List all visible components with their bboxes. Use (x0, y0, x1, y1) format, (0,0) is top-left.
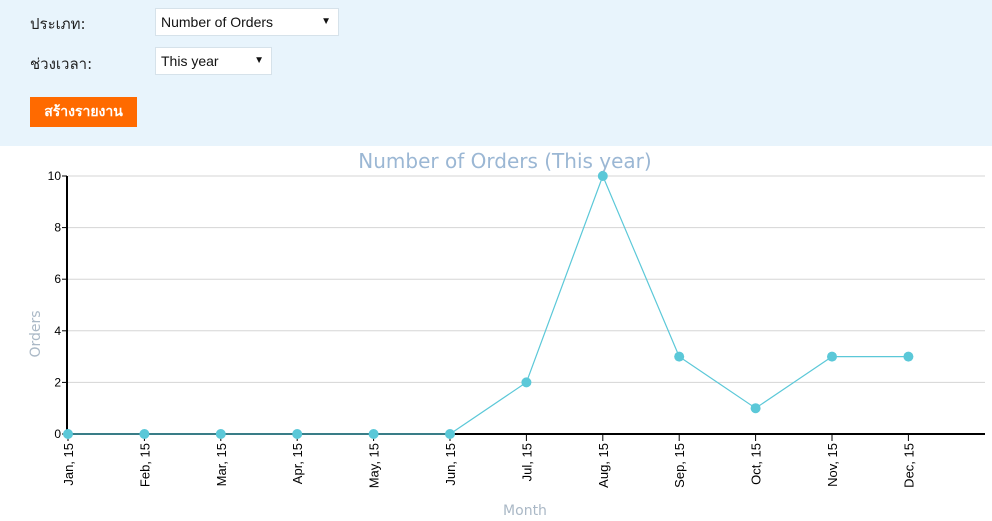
chart-title: Number of Orders (This year) (358, 149, 651, 173)
period-select-value: This year (161, 53, 219, 69)
data-point[interactable] (674, 351, 685, 362)
y-axis-label: Orders (28, 310, 44, 357)
x-tick-label: Nov, 15 (825, 443, 840, 487)
x-tick-label: Oct, 15 (749, 443, 764, 485)
x-tick-label: Mar, 15 (214, 443, 229, 486)
series-points (63, 171, 914, 439)
data-point[interactable] (63, 429, 73, 439)
period-select[interactable]: This year ▼ (155, 47, 272, 75)
data-point[interactable] (597, 171, 608, 181)
x-tick-label: Jan, 15 (61, 443, 76, 486)
data-point[interactable] (215, 429, 226, 439)
x-tick-label: Aug, 15 (596, 443, 611, 488)
orders-line-chart: Number of Orders (This year) 0 2 4 6 8 10 Jan… (28, 149, 985, 519)
data-point[interactable] (368, 429, 379, 439)
data-point[interactable] (827, 351, 837, 362)
data-point[interactable] (445, 429, 455, 439)
x-tick-label: Jul, 15 (519, 443, 534, 481)
y-axis-ticks: 0 2 4 6 8 10 (48, 169, 67, 441)
y-tick-label: 6 (54, 272, 61, 286)
x-tick-label: Dec, 15 (901, 443, 916, 488)
chart-grid (68, 175, 985, 383)
data-point[interactable] (903, 351, 914, 362)
x-tick-label: Apr, 15 (290, 443, 305, 484)
type-select[interactable]: Number of Orders ▼ (155, 8, 339, 36)
y-tick-label: 0 (54, 427, 61, 441)
report-filter-panel: ประเภท: Number of Orders ▼ ช่วงเวลา: Thi… (0, 0, 992, 146)
y-tick-label: 4 (54, 324, 61, 338)
series-line (68, 174, 909, 435)
type-label: ประเภท: (30, 15, 86, 33)
create-report-button[interactable]: สร้างรายงาน (30, 97, 137, 127)
type-select-value: Number of Orders (161, 14, 274, 30)
data-point[interactable] (521, 377, 532, 388)
y-tick-label: 2 (54, 375, 61, 389)
dropdown-arrow-icon: ▼ (254, 55, 264, 66)
x-tick-label: Jun, 15 (443, 443, 458, 486)
y-tick-label: 8 (54, 221, 61, 235)
period-label: ช่วงเวลา: (30, 55, 93, 73)
x-tick-label: May, 15 (367, 443, 382, 488)
dropdown-arrow-icon: ▼ (321, 16, 331, 27)
x-tick-label: Sep, 15 (672, 443, 687, 488)
data-point[interactable] (139, 429, 150, 439)
x-axis-ticks: Jan, 15 Feb, 15 Mar, 15 Apr, 15 May, 15 Jun, … (61, 435, 916, 488)
x-axis-label: Month (503, 503, 547, 519)
data-point[interactable] (292, 429, 303, 439)
y-tick-label: 10 (48, 169, 62, 183)
x-tick-label: Feb, 15 (137, 443, 152, 487)
data-point[interactable] (750, 403, 761, 414)
